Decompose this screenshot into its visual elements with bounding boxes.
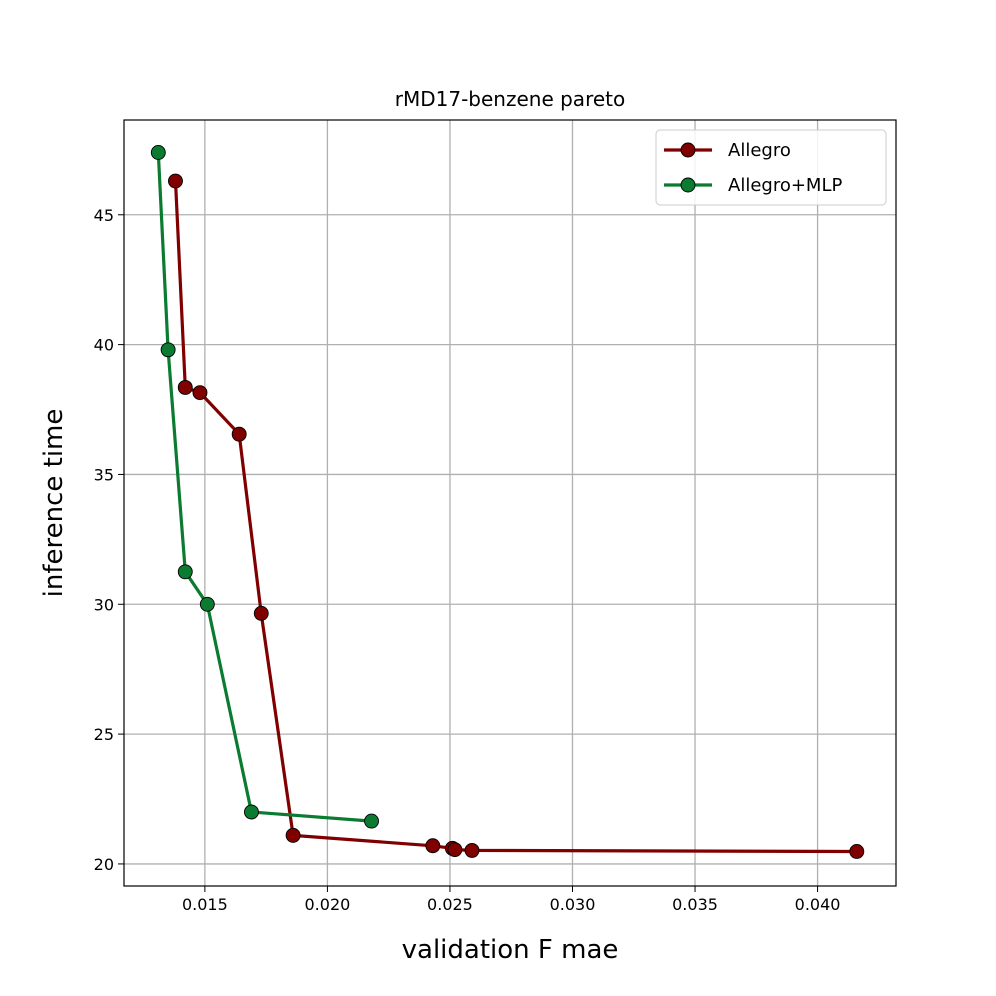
legend-item: Allegro+MLP: [664, 175, 842, 196]
data-point: [199, 596, 215, 612]
chart-title: rMD17-benzene pareto: [395, 87, 625, 111]
data-point: [192, 385, 208, 401]
data-point: [231, 426, 247, 442]
data-point: [364, 813, 379, 829]
data-point: [177, 380, 193, 395]
axis-ticks: 0.015 0.020 0.025 0.030 0.035 0.040 20 25 30 35 40…: [94, 206, 841, 914]
y-tick-label: 30: [94, 595, 114, 614]
series-line: [156, 152, 372, 823]
series-line: [173, 180, 857, 854]
data-point: [464, 842, 480, 858]
series-layer: [150, 145, 865, 859]
legend-label: Allegro: [728, 140, 791, 161]
plot-frame: [123, 119, 897, 887]
legend-box: [655, 129, 887, 206]
grid: [124, 120, 896, 886]
data-point: [253, 605, 269, 621]
x-tick-label: 0.015: [182, 895, 228, 914]
x-tick-label: 0.030: [550, 895, 596, 914]
y-tick-label: 20: [94, 855, 114, 874]
legend: Allegro Allegro+MLP: [655, 129, 887, 206]
y-tick-label: 35: [94, 465, 114, 484]
legend-marker: [680, 177, 696, 193]
data-point: [447, 842, 463, 858]
x-tick-label: 0.025: [427, 895, 473, 914]
series-allegro: [168, 173, 865, 859]
y-tick-label: 45: [94, 206, 114, 225]
series-allegro-mlp: [150, 145, 379, 829]
data-point: [168, 173, 183, 189]
x-tick-label: 0.035: [672, 895, 718, 914]
data-point: [243, 804, 259, 820]
legend-label: Allegro+MLP: [728, 175, 842, 196]
x-tick-label: 0.020: [305, 895, 351, 914]
y-tick-label: 40: [94, 336, 114, 355]
data-point: [160, 342, 176, 358]
data-point: [849, 844, 865, 859]
data-point: [150, 145, 166, 160]
y-axis-label: inference time: [39, 409, 69, 598]
legend-marker: [680, 142, 696, 158]
data-point: [177, 564, 193, 580]
data-point: [425, 838, 441, 854]
legend-item: Allegro: [664, 140, 791, 161]
x-tick-label: 0.040: [795, 895, 841, 914]
x-axis-label: validation F mae: [402, 935, 619, 965]
y-tick-label: 25: [94, 725, 114, 744]
data-point: [285, 827, 301, 843]
